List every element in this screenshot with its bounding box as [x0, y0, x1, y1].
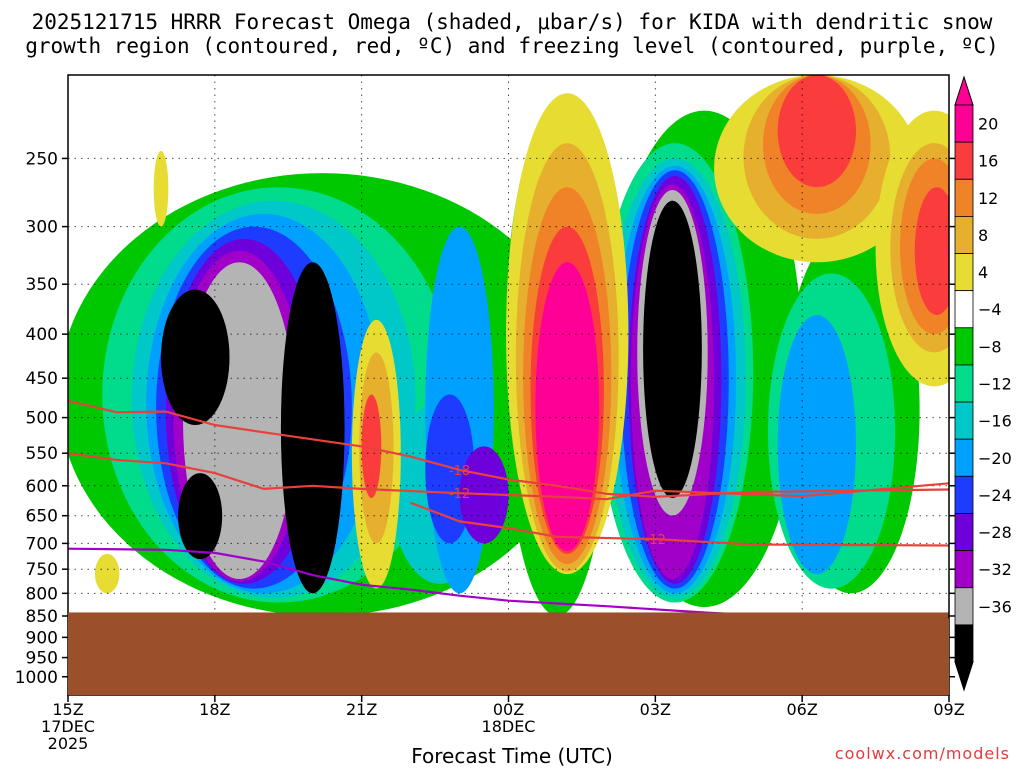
- colorbar-swatch: [954, 178, 974, 217]
- colorbar-label: −4: [978, 300, 1002, 319]
- y-tick-label: 300: [26, 218, 58, 238]
- colorbar-label: 8: [978, 226, 988, 245]
- colorbar-swatch: [954, 327, 974, 366]
- credit-text: coolwx.com/models: [834, 744, 1010, 763]
- ground-profile: [68, 612, 949, 695]
- y-tick-label: 250: [26, 149, 58, 169]
- omega-region: [914, 187, 949, 315]
- omega-region: [160, 289, 230, 425]
- dgz-contour-line: [410, 501, 950, 547]
- y-tick-label: 500: [26, 409, 58, 429]
- omega-region: [153, 150, 169, 227]
- dgz-contour-line: [67, 399, 950, 498]
- colorbar-swatch: [954, 513, 974, 552]
- y-tick-label: 750: [26, 560, 58, 580]
- colorbar-swatch: [954, 364, 974, 403]
- colorbar: 20 16 12 8 4 −4 −8 −12 −16 −20 −24 −28 −32 −36: [954, 75, 1012, 692]
- colorbar-label: −24: [978, 486, 1012, 505]
- y-tick-label: 800: [26, 584, 58, 604]
- y-tick-label: 450: [26, 369, 58, 389]
- dgz-contour-label: -18: [449, 464, 470, 479]
- omega-region: [535, 262, 600, 552]
- y-tick-label: 350: [26, 275, 58, 295]
- colorbar-swatch: [954, 587, 974, 626]
- x-tick-label: 18DEC: [482, 717, 536, 736]
- colorbar-label: −16: [978, 412, 1012, 431]
- omega-shading: [68, 75, 949, 616]
- colorbar-bottom-arrow: [954, 661, 974, 692]
- colorbar-label: −8: [978, 337, 1002, 356]
- omega-region: [94, 553, 120, 594]
- colorbar-label: −12: [978, 375, 1012, 394]
- x-axis-title: Forecast Time (UTC): [411, 744, 613, 768]
- x-tick-label: 09Z: [933, 700, 964, 719]
- y-tick-label: 850: [26, 607, 58, 627]
- omega-region: [178, 473, 223, 560]
- dgz-contour-label: -12: [645, 533, 666, 548]
- x-tick-label: 21Z: [346, 700, 377, 719]
- omega-region: [361, 394, 382, 499]
- omega-region: [777, 75, 857, 188]
- y-tick-label: 550: [26, 444, 58, 464]
- colorbar-swatch: [954, 141, 974, 180]
- x-tick-label: 18Z: [199, 700, 230, 719]
- chart-title-line2: growth region (contoured, red, ºC) and f…: [25, 34, 999, 58]
- colorbar-swatch: [954, 253, 974, 292]
- colorbar-swatch: [954, 401, 974, 440]
- x-tick-label: 2025: [48, 734, 89, 753]
- colorbar-label: 16: [978, 152, 998, 171]
- colorbar-label: 4: [978, 263, 988, 282]
- y-tick-label: 600: [26, 477, 58, 497]
- colorbar-label: −20: [978, 449, 1012, 468]
- colorbar-label: −28: [978, 523, 1012, 542]
- y-tick-label: 900: [26, 628, 58, 648]
- y-tick-label: 650: [26, 507, 58, 527]
- omega-region: [643, 200, 702, 499]
- colorbar-label: −32: [978, 560, 1012, 579]
- colorbar-swatch: [954, 550, 974, 589]
- pressure-axis: 2503003504004505005506006507007508008509…: [15, 149, 955, 688]
- colorbar-swatch: [954, 438, 974, 477]
- y-tick-label: 700: [26, 534, 58, 554]
- colorbar-label: −36: [978, 597, 1012, 616]
- colorbar-label: 20: [978, 115, 998, 134]
- dgz-contour-label: -12: [449, 487, 470, 502]
- x-tick-label: 06Z: [787, 700, 818, 719]
- x-tick-label: 17DEC: [41, 717, 95, 736]
- dgz-contour-line: [67, 452, 950, 501]
- colorbar-swatch: [954, 215, 974, 254]
- y-tick-label: 400: [26, 325, 58, 345]
- colorbar-label: 12: [978, 189, 998, 208]
- x-tick-label: 03Z: [640, 700, 671, 719]
- omega-region: [280, 262, 345, 594]
- y-tick-label: 1000: [15, 668, 58, 688]
- colorbar-swatch: [954, 475, 974, 514]
- omega-region: [777, 314, 857, 575]
- x-tick-label: 15Z: [52, 700, 83, 719]
- colorbar-swatch: [954, 290, 974, 329]
- colorbar-top-arrow: [954, 75, 974, 106]
- y-tick-label: 950: [26, 649, 58, 669]
- freezing-level-line: [67, 547, 754, 617]
- chart-title-line1: 2025121715 HRRR Forecast Omega (shaded, …: [31, 10, 993, 34]
- contours: -12 -18 -12: [67, 399, 950, 617]
- colorbar-swatch: [954, 624, 974, 663]
- x-tick-label: 00Z: [493, 700, 524, 719]
- colorbar-swatch: [954, 104, 974, 143]
